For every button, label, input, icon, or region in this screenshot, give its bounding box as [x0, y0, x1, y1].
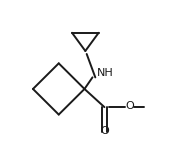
Text: O: O: [125, 101, 134, 111]
Text: O: O: [100, 126, 109, 136]
Text: NH: NH: [97, 68, 113, 78]
